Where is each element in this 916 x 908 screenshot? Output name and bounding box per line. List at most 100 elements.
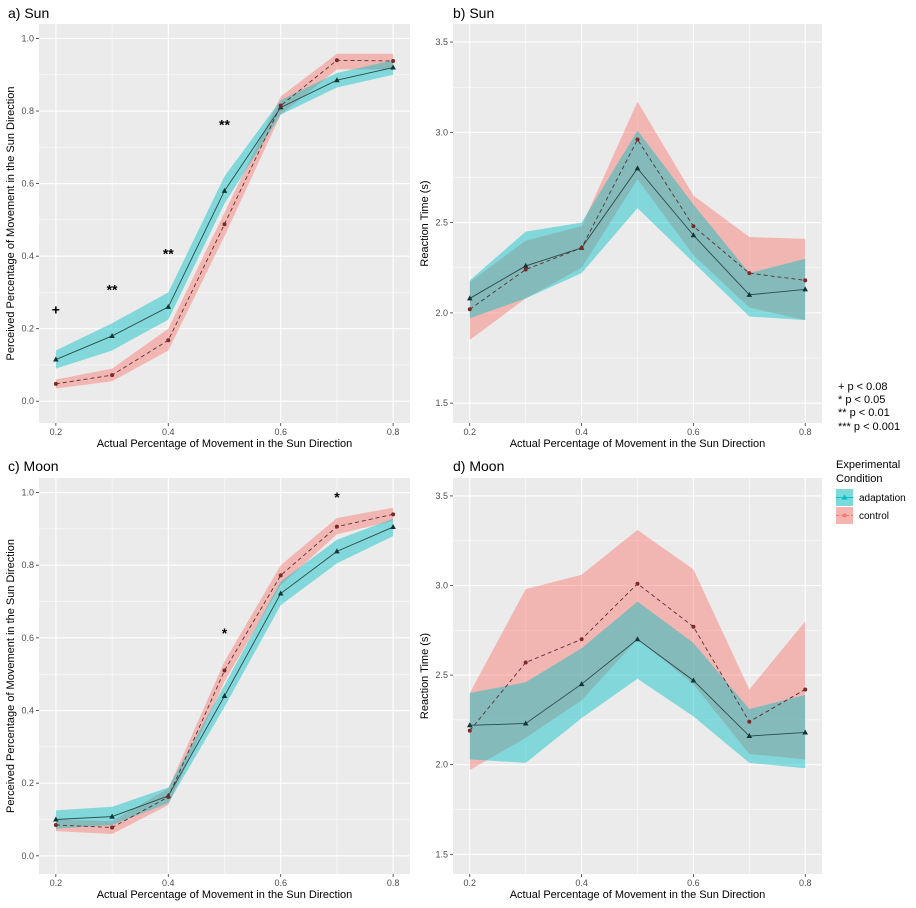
- tick-label-x: 0.8: [799, 878, 812, 888]
- tick-label-y: 0.2: [21, 324, 34, 334]
- y-axis-label-d: Reaction Time (s): [419, 633, 431, 719]
- tick-label-y: 0.0: [21, 396, 34, 406]
- point-control: [278, 573, 283, 578]
- x-axis-label-a: Actual Percentage of Movement in the Sun…: [97, 438, 353, 450]
- legend-marker-control: [842, 513, 847, 518]
- significance-note-3: ** p < 0.01: [838, 407, 890, 419]
- condition-legend: Experimental Condition adaptation contro…: [836, 459, 906, 524]
- point-control: [691, 624, 696, 629]
- chart-title-d: d) Moon: [453, 458, 504, 474]
- point-adaptation: [53, 356, 59, 362]
- point-adaptation: [221, 187, 228, 193]
- tick-label-y: 0.6: [21, 179, 34, 189]
- point-adaptation: [334, 77, 340, 83]
- point-control: [635, 581, 640, 586]
- tick-label-y: 1.0: [21, 34, 34, 44]
- tick-label-y: 0.2: [21, 778, 34, 788]
- point-adaptation: [522, 720, 529, 726]
- ci-ribbon-control: [55, 53, 394, 389]
- tick-label-x: 0.8: [387, 878, 400, 888]
- tick-label-y: 1.5: [435, 398, 448, 408]
- tick-label-x: 0.8: [387, 427, 400, 437]
- tick-label-x: 0.6: [274, 427, 287, 437]
- ci-ribbon-adaptation: [469, 130, 806, 321]
- tick-label-y: 0.8: [21, 560, 34, 570]
- point-adaptation: [690, 232, 697, 238]
- tick-label-x: 0.4: [575, 427, 588, 437]
- legend-title-line1: Experimental: [836, 459, 900, 471]
- point-adaptation: [634, 165, 641, 171]
- point-adaptation: [390, 524, 396, 530]
- point-adaptation: [634, 636, 641, 642]
- y-axis-label-b: Reaction Time (s): [419, 180, 431, 266]
- point-control: [222, 222, 227, 227]
- ci-ribbon-control: [469, 529, 806, 771]
- point-adaptation: [466, 722, 473, 728]
- tick-label-x: 0.4: [162, 427, 175, 437]
- tick-label-y: 2.5: [435, 218, 448, 228]
- tick-label-x: 0.2: [464, 878, 477, 888]
- chart-title-b: b) Sun: [453, 5, 494, 21]
- tick-label-y: 0.4: [21, 251, 34, 261]
- chart-a: a) Sun 0.0 0.2 0.4 0.6 0.8 1.0 0.2 0.4 0.6 0.8 Actu…: [5, 5, 410, 450]
- point-control: [467, 307, 472, 312]
- chart-title-a: a) Sun: [8, 5, 49, 21]
- point-control: [110, 825, 115, 830]
- significance-marker: *: [334, 489, 340, 505]
- point-control: [747, 271, 752, 276]
- point-control: [53, 381, 58, 386]
- point-control: [691, 224, 696, 229]
- point-control: [110, 373, 115, 378]
- chart-b: b) Sun 1.5 2.0 2.5 3.0 3.5 0.2 0.4 0.6 0.8 Actual …: [419, 5, 822, 450]
- tick-label-x: 0.2: [50, 427, 63, 437]
- chart-panels: a) Sun 0.0 0.2 0.4 0.6 0.8 1.0 0.2 0.4 0.6 0.8 Actu…: [5, 5, 822, 901]
- point-adaptation: [746, 733, 753, 739]
- point-control: [747, 719, 752, 724]
- significance-legend: + p < 0.08 * p < 0.05 ** p < 0.01 *** p …: [838, 381, 900, 433]
- point-control: [391, 512, 396, 517]
- point-adaptation: [53, 816, 59, 822]
- ci-ribbon-adaptation: [55, 60, 394, 369]
- point-adaptation: [390, 64, 396, 70]
- significance-note-2: * p < 0.05: [838, 394, 885, 406]
- ci-ribbon-control: [469, 101, 806, 340]
- tick-label-x: 0.2: [50, 878, 63, 888]
- tick-label-x: 0.6: [274, 878, 287, 888]
- point-adaptation: [802, 729, 809, 735]
- tick-label-x: 0.4: [575, 878, 588, 888]
- point-control: [579, 637, 584, 642]
- tick-label-y: 0.4: [21, 706, 34, 716]
- y-axis-label-a: Perceived Percentage of Movement in the …: [5, 87, 17, 361]
- tick-label-y: 2.5: [435, 670, 448, 680]
- point-control: [523, 267, 528, 272]
- tick-label-y: 0.8: [21, 106, 34, 116]
- tick-label-y: 3.0: [435, 581, 448, 591]
- significance-marker: +: [52, 302, 60, 318]
- point-control: [53, 822, 58, 827]
- tick-label-y: 2.0: [435, 308, 448, 318]
- tick-label-y: 0.6: [21, 633, 34, 643]
- point-control: [278, 103, 283, 108]
- point-adaptation: [334, 548, 340, 554]
- legend-title-line2: Condition: [836, 473, 882, 485]
- point-control: [579, 245, 584, 250]
- chart-title-c: c) Moon: [8, 458, 59, 474]
- point-adaptation: [109, 332, 115, 338]
- legend-label-adaptation: adaptation: [859, 493, 906, 504]
- point-adaptation: [109, 813, 115, 819]
- ci-ribbon-adaptation: [55, 518, 394, 829]
- point-control: [391, 58, 396, 63]
- point-control: [803, 687, 808, 692]
- point-control: [222, 668, 227, 673]
- point-adaptation: [578, 681, 585, 687]
- significance-note-4: *** p < 0.001: [838, 421, 900, 433]
- tick-label-y: 3.5: [435, 491, 448, 501]
- point-adaptation: [221, 692, 228, 698]
- point-control: [523, 660, 528, 665]
- chart-c: c) Moon 0.0 0.2 0.4 0.6 0.8 1.0 0.2 0.4 0.6 0.8 Act…: [5, 458, 410, 901]
- point-control: [467, 728, 472, 733]
- x-axis-label-d: Actual Percentage of Movement in the Sun…: [510, 889, 766, 901]
- x-axis-label-c: Actual Percentage of Movement in the Sun…: [97, 889, 353, 901]
- significance-marker: **: [219, 117, 230, 133]
- tick-label-y: 2.0: [435, 760, 448, 770]
